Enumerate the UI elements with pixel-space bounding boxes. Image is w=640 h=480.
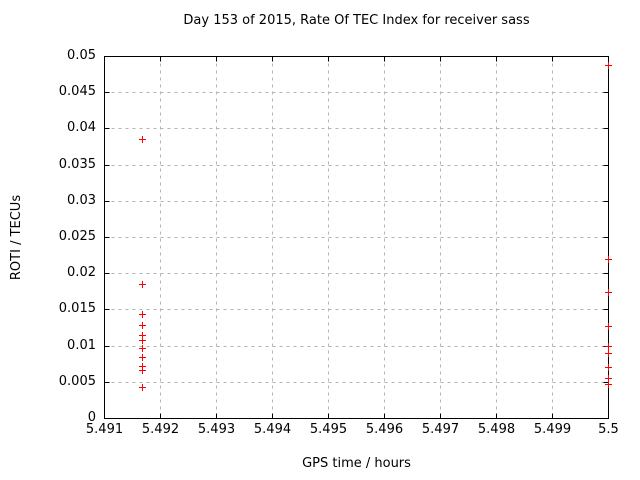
x-tick-label: 5.495 <box>309 422 348 437</box>
y-tick-label: 0.045 <box>58 84 96 100</box>
data-point-marker <box>139 337 146 344</box>
data-point-marker <box>605 343 612 350</box>
data-point-marker <box>605 256 612 263</box>
data-point-marker <box>605 289 612 296</box>
x-axis-title: GPS time / hours <box>302 456 411 471</box>
x-tick-label: 5.494 <box>253 422 292 437</box>
y-tick-label: 0.015 <box>58 301 96 317</box>
data-point-marker <box>605 62 612 69</box>
y-tick-label: 0.035 <box>58 156 96 172</box>
plot-border <box>104 56 609 419</box>
data-point-marker <box>139 136 146 143</box>
data-point-marker <box>605 381 612 388</box>
data-point-marker <box>605 350 612 357</box>
data-point-marker <box>139 367 146 374</box>
x-tick-label: 5.499 <box>533 422 572 437</box>
y-tick-label: 0.05 <box>67 48 96 63</box>
y-tick-label: 0.005 <box>58 373 96 389</box>
data-point-marker <box>139 354 146 361</box>
y-tick-label: 0.02 <box>67 265 96 281</box>
x-tick-label: 5.497 <box>421 422 460 437</box>
x-tick-label: 5.491 <box>85 422 124 437</box>
data-point-marker <box>139 281 146 288</box>
x-tick-label: 5.493 <box>197 422 236 437</box>
data-point-marker <box>139 322 146 329</box>
x-tick-label: 5.498 <box>477 422 516 437</box>
data-point-marker <box>605 323 612 330</box>
x-tick-label: 5.496 <box>365 422 404 437</box>
x-tick-label: 5.5 <box>598 422 619 437</box>
data-point-marker <box>139 345 146 352</box>
y-tick-label: 0.025 <box>58 229 96 244</box>
x-tick-label: 5.492 <box>141 422 180 437</box>
data-point-marker <box>605 364 612 371</box>
y-tick-label: 0 <box>87 410 96 425</box>
y-tick-label: 0.01 <box>67 337 96 353</box>
y-tick-label: 0.04 <box>67 120 96 136</box>
data-point-marker <box>139 384 146 391</box>
chart-title: Day 153 of 2015, Rate Of TEC Index for r… <box>183 13 530 28</box>
data-point-marker <box>605 375 612 382</box>
y-tick-label: 0.03 <box>67 192 96 208</box>
data-point-marker <box>139 311 146 318</box>
